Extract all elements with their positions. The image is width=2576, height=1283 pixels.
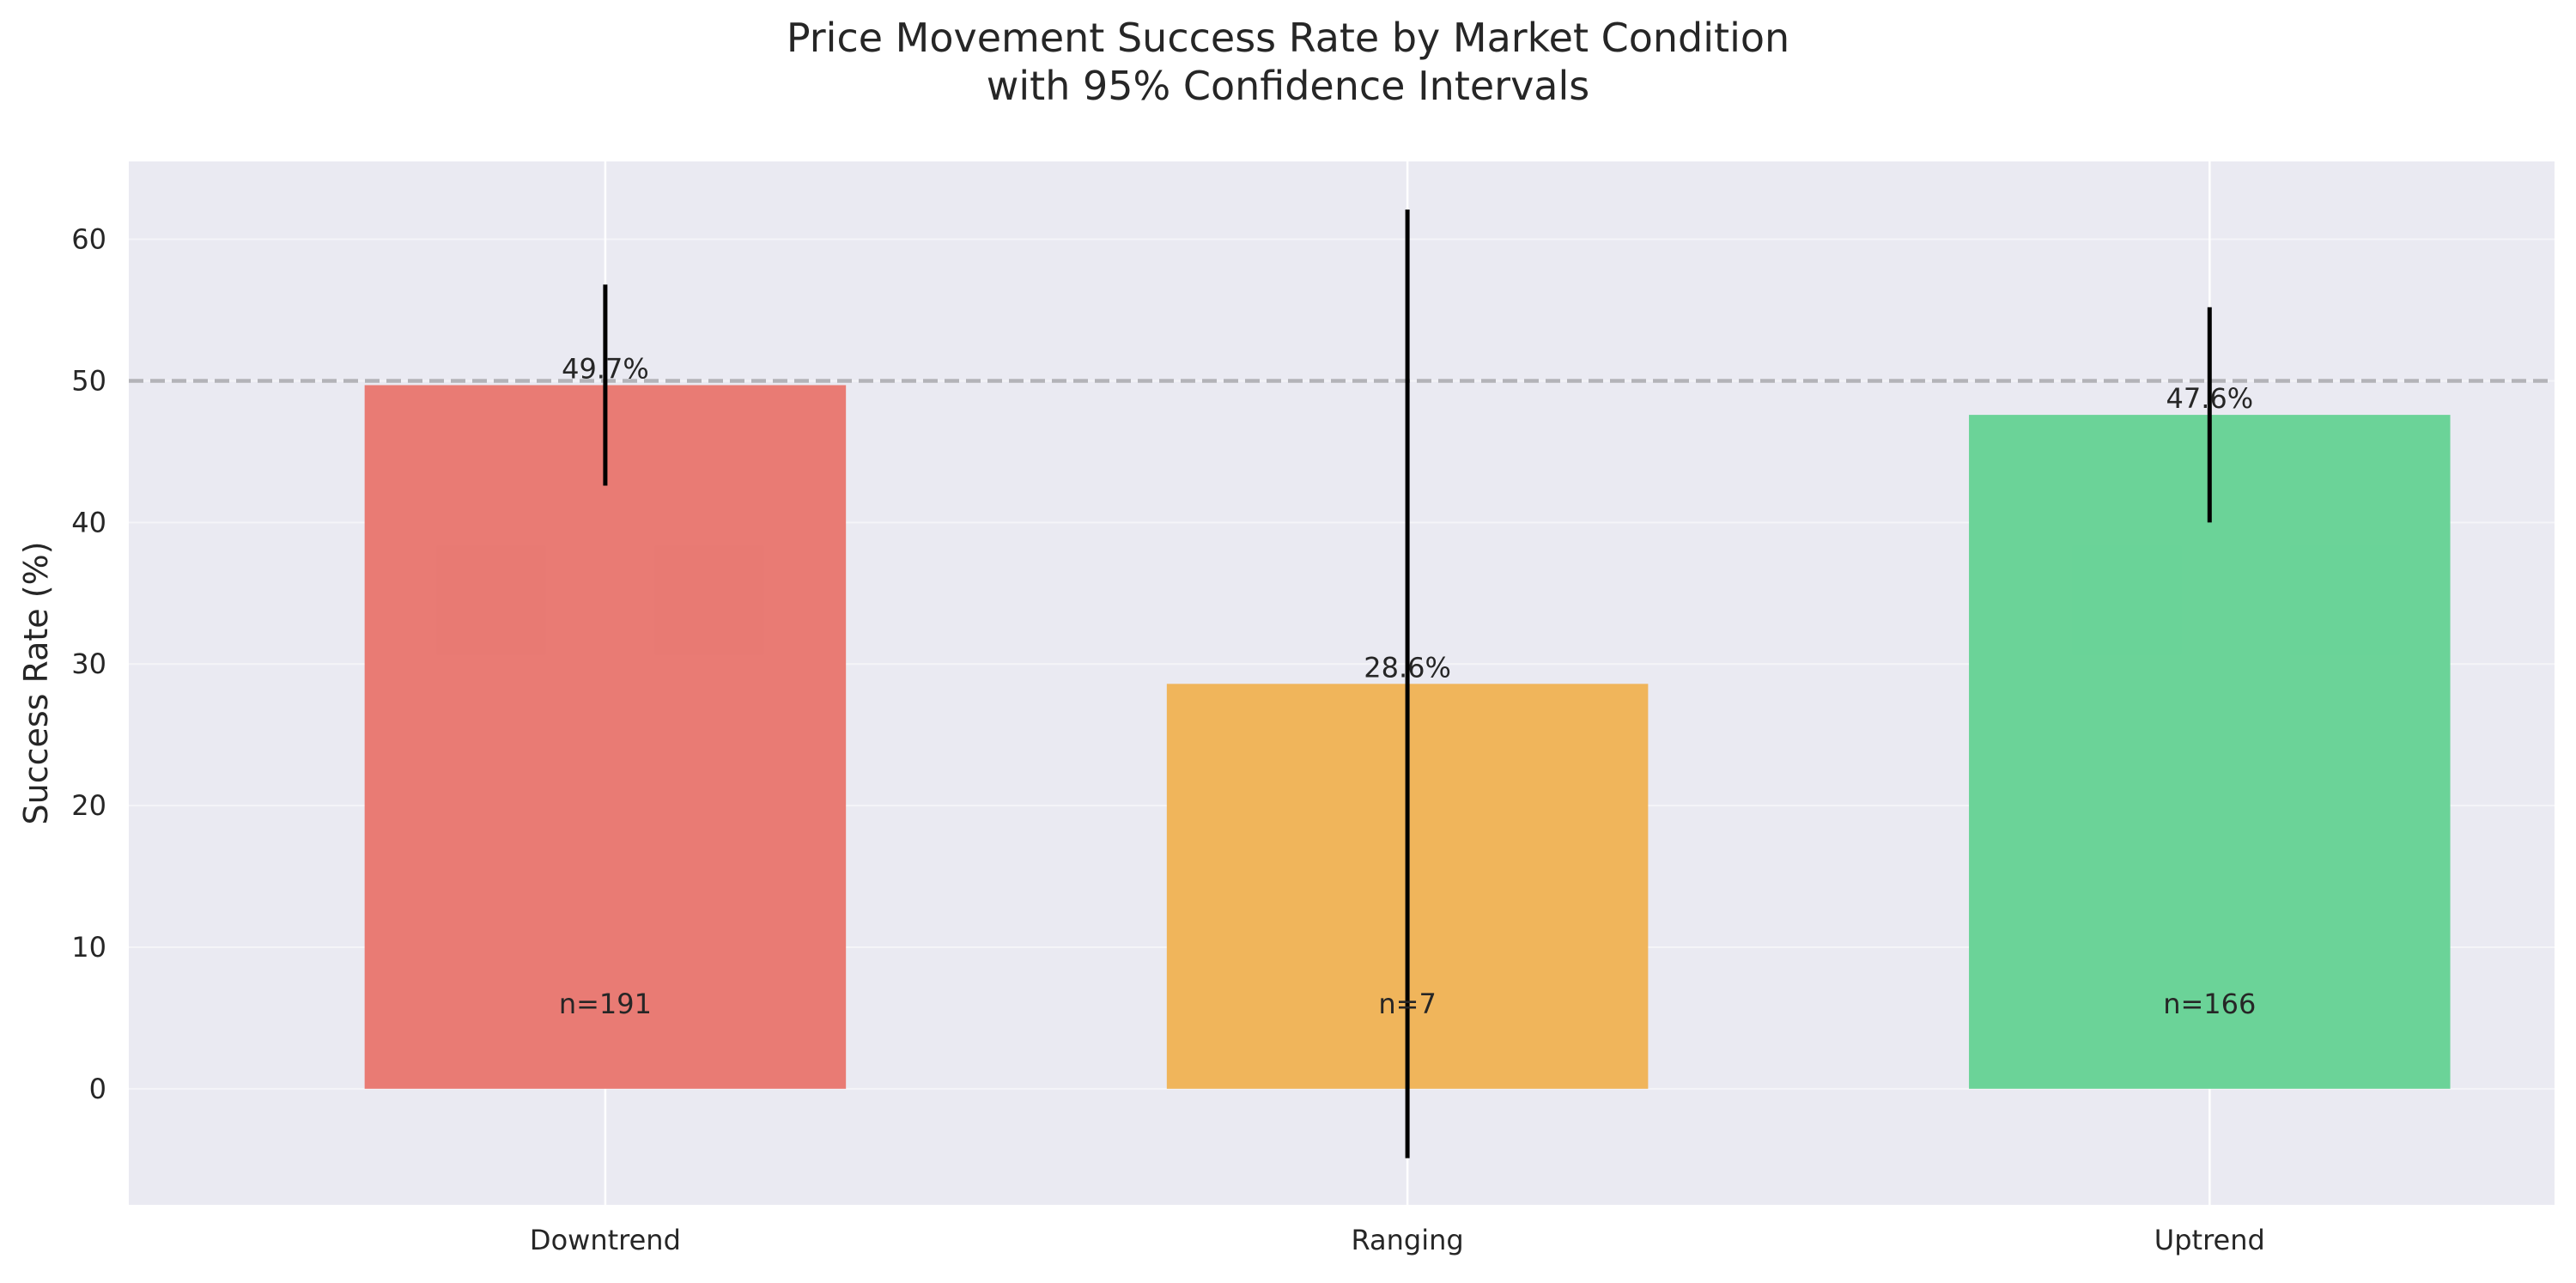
error-bars xyxy=(603,210,2212,1158)
bar-downtrend xyxy=(364,385,847,1089)
value-label: 47.6% xyxy=(2166,382,2253,415)
y-tick-label: 10 xyxy=(71,931,106,964)
sample-size-label: n=7 xyxy=(1378,988,1436,1020)
x-tick-label: Uptrend xyxy=(2154,1224,2265,1256)
bar-uptrend xyxy=(1969,415,2451,1089)
value-label: 49.7% xyxy=(562,352,649,385)
x-tick-label: Ranging xyxy=(1351,1224,1463,1256)
sample-size-label: n=166 xyxy=(2163,988,2256,1020)
x-axis-ticks: Downtrend Ranging Uptrend xyxy=(530,1224,2265,1256)
y-tick-label: 30 xyxy=(71,648,106,680)
y-tick-label: 50 xyxy=(71,365,106,398)
data-labels: 49.7% n=191 28.6% n=7 47.6% n=166 xyxy=(559,352,2257,1019)
chart-title-line: Price Movement Success Rate by Market Co… xyxy=(787,15,1789,61)
chart-title: Price Movement Success Rate by Market Co… xyxy=(787,15,1789,109)
x-tick-label: Downtrend xyxy=(530,1224,681,1256)
y-tick-label: 20 xyxy=(71,789,106,822)
y-axis-ticks: 0 10 20 30 40 50 60 xyxy=(71,223,106,1105)
value-label: 28.6% xyxy=(1364,651,1451,684)
y-tick-label: 40 xyxy=(71,506,106,538)
chart-title-line: with 95% Confidence Intervals xyxy=(987,63,1589,109)
y-tick-label: 60 xyxy=(71,223,106,256)
y-axis-label: Success Rate (%) xyxy=(17,541,55,824)
y-tick-label: 0 xyxy=(89,1073,106,1105)
sample-size-label: n=191 xyxy=(559,988,652,1020)
